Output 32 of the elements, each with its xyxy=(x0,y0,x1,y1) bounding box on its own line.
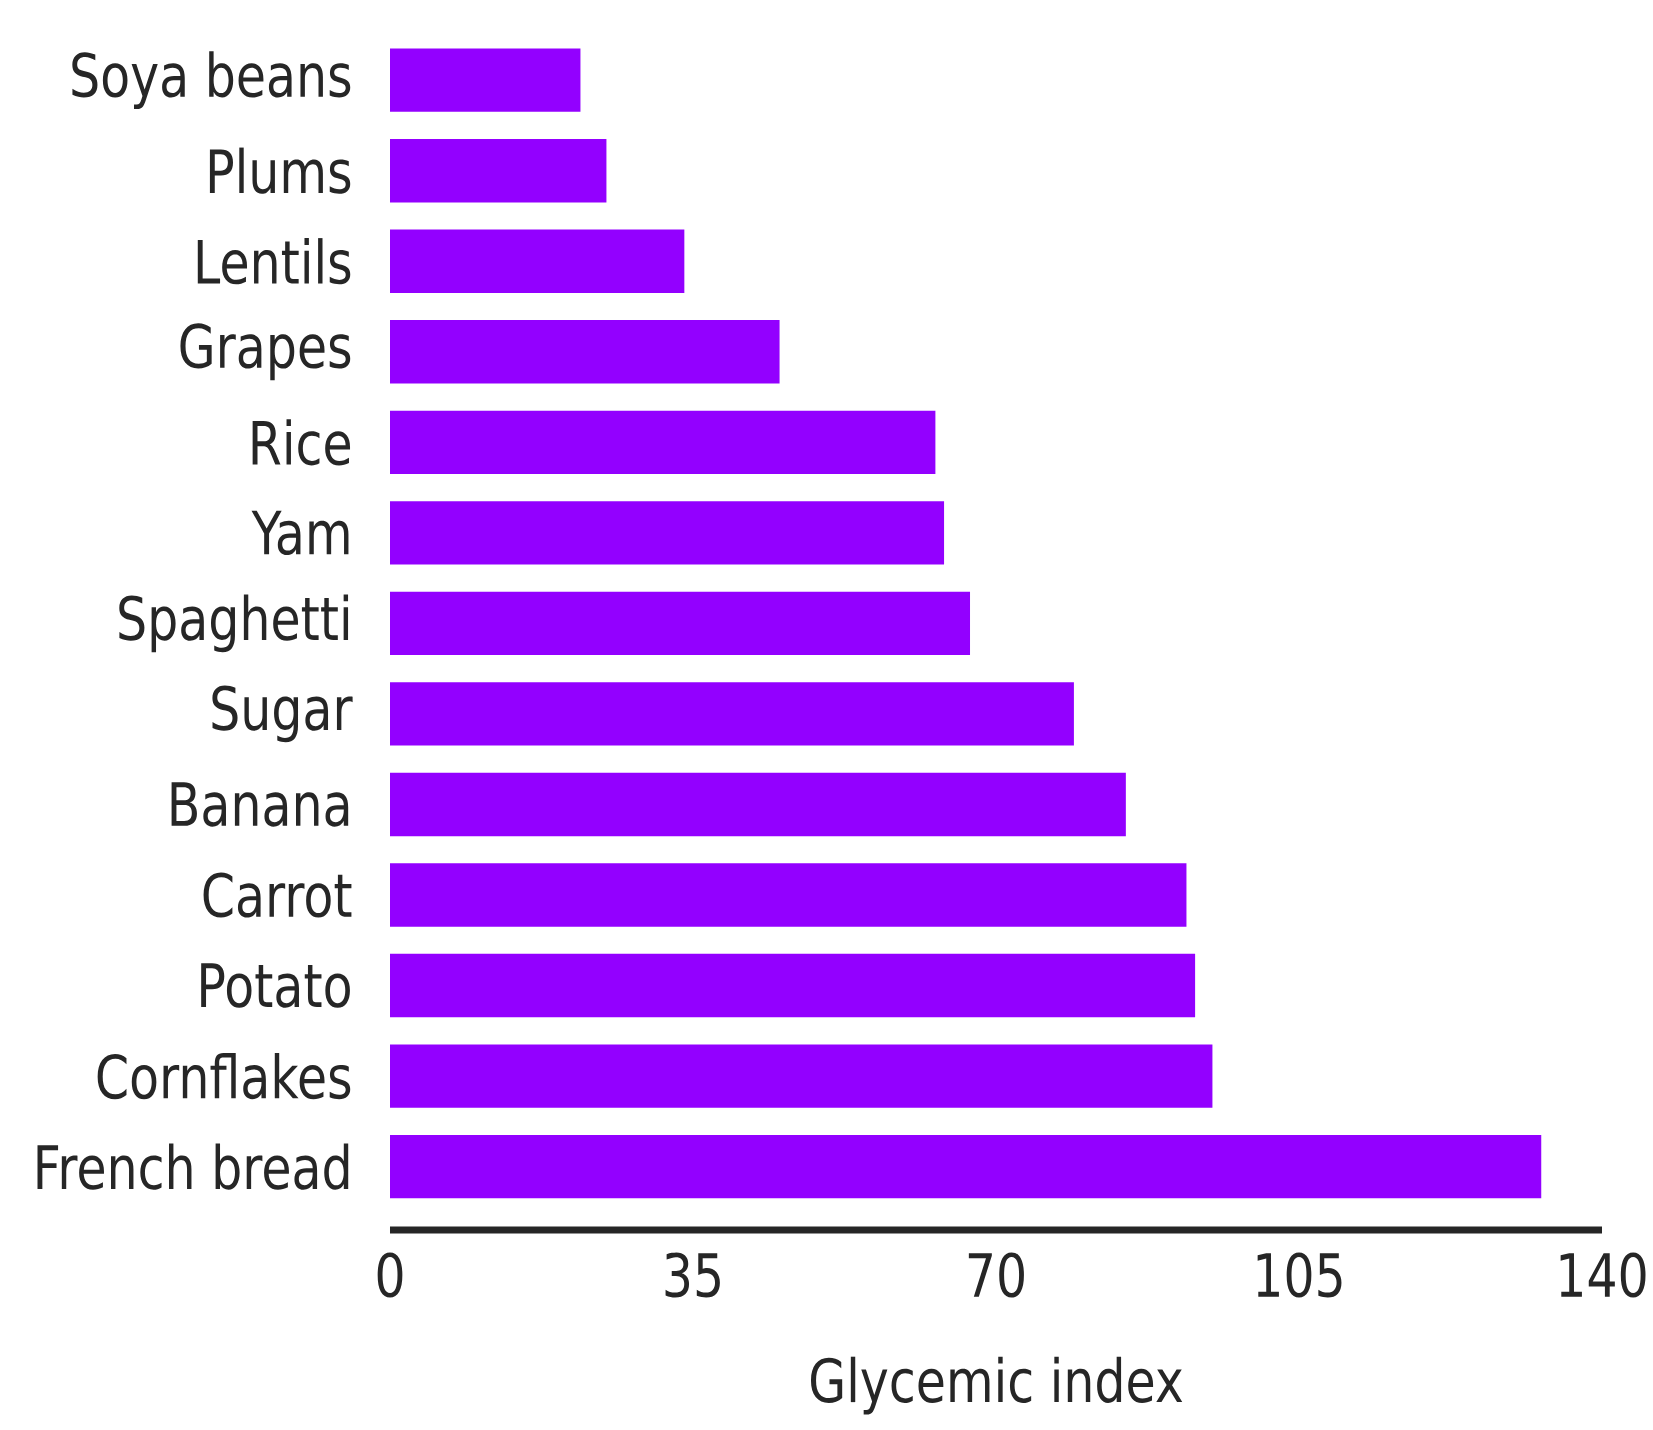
x-tick-label: 70 xyxy=(968,1252,1024,1298)
bar xyxy=(390,229,685,293)
bar xyxy=(390,320,780,384)
bar xyxy=(390,410,936,475)
y-tick-label: Yam xyxy=(251,510,349,556)
y-tick-label: Lentils xyxy=(197,238,351,285)
bar xyxy=(390,48,581,112)
bar xyxy=(390,139,607,203)
bar xyxy=(390,1044,1213,1108)
y-tick-label: Carrot xyxy=(203,872,352,918)
y-tick-label: Banana xyxy=(171,782,349,827)
x-tick-label: 0 xyxy=(377,1252,403,1298)
bar xyxy=(390,863,1187,927)
y-tick-label: Cornflakes xyxy=(97,1052,351,1100)
bar xyxy=(390,772,1126,837)
x-tick-label: 35 xyxy=(665,1252,720,1298)
y-tick-label: French bread xyxy=(37,1143,349,1190)
x-tick-label: 140 xyxy=(1560,1252,1646,1298)
x-tick-label: 105 xyxy=(1257,1252,1342,1298)
y-tick-label: Sugar xyxy=(212,685,353,743)
y-tick-label: Soya beans xyxy=(72,51,351,110)
y-tick-label: Rice xyxy=(252,419,351,466)
bar xyxy=(390,501,945,565)
y-tick-label: Potato xyxy=(201,963,350,1008)
y-tick-label: Spaghetti xyxy=(119,594,349,653)
y-tick-label: Grapes xyxy=(180,323,351,381)
bar xyxy=(390,682,1074,746)
x-axis-title: Glycemic index xyxy=(810,1356,1183,1415)
y-tick-label: Plums xyxy=(209,147,351,194)
bar xyxy=(390,953,1196,1018)
bar xyxy=(390,1134,1542,1199)
bar xyxy=(390,591,971,656)
